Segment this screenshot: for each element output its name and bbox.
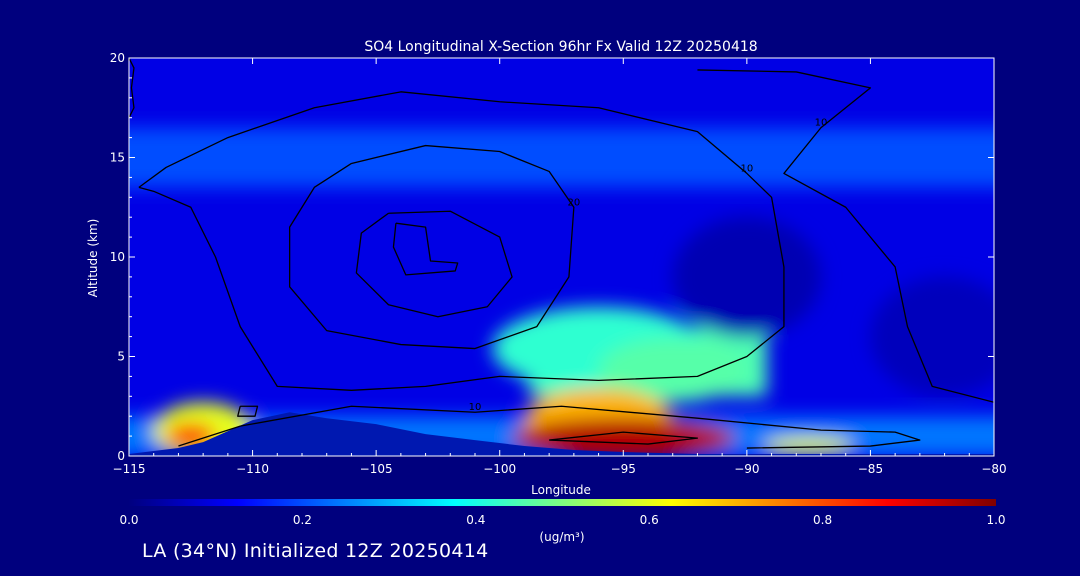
- x-axis-label: Longitude: [531, 483, 591, 497]
- contour-label: 10: [815, 118, 828, 129]
- x-tick-label: −95: [611, 462, 636, 476]
- contour-label: 10: [469, 402, 482, 413]
- plot-area: 10 20 10 10: [129, 58, 994, 456]
- contour-line: [237, 405, 259, 417]
- y-tick-label: 15: [110, 151, 125, 165]
- x-tick-label: −110: [236, 462, 269, 476]
- contour-line: [178, 405, 921, 449]
- terrain-profile: [129, 412, 994, 456]
- colorbar-tick-label: 0.4: [466, 513, 485, 527]
- contour-line: [697, 69, 994, 403]
- colorbar-tick-label: 0.6: [640, 513, 659, 527]
- colorbar-tick-label: 0.8: [813, 513, 832, 527]
- colorbar-ramp: [129, 499, 996, 506]
- terrain: [129, 412, 994, 456]
- concentration-cell: [512, 418, 735, 456]
- x-tick-label: −100: [483, 462, 516, 476]
- contour-lines: 10 20 10 10: [129, 58, 994, 449]
- colorbar-unit-label: (ug/m³): [539, 530, 584, 544]
- concentration-cell: [764, 438, 854, 455]
- y-tick-label: 5: [117, 350, 125, 364]
- colorbar-tick-label: 0.0: [119, 513, 138, 527]
- concentration-field: [129, 127, 994, 456]
- contour-line: [549, 431, 699, 445]
- x-tick-label: −90: [734, 462, 759, 476]
- colorbar: [129, 499, 996, 506]
- concentration-blur-layer: [129, 127, 994, 456]
- concentration-band: [129, 127, 994, 188]
- concentration-cell: [870, 276, 994, 397]
- x-tick-label: −85: [858, 462, 883, 476]
- contour-line: [392, 222, 459, 276]
- contour-line: [129, 58, 135, 118]
- colorbar-ticks: 0.0 0.2 0.4 0.6 0.8 1.0: [119, 513, 1005, 527]
- y-tick-label: 10: [110, 250, 125, 264]
- contour-line: [138, 91, 785, 391]
- x-tick-label: −115: [113, 462, 146, 476]
- contour-label: 10: [740, 163, 753, 174]
- x-tick-label: −105: [360, 462, 393, 476]
- initialization-caption: LA (34°N) Initialized 12Z 20250414: [142, 540, 489, 562]
- concentration-cell: [672, 217, 821, 337]
- colorbar-tick-label: 0.2: [293, 513, 312, 527]
- y-tick-label: 20: [110, 51, 125, 65]
- x-axis-ticks: −115 −110 −105 −100 −95 −90 −85 −80: [113, 58, 1007, 476]
- contour-line: [288, 144, 575, 350]
- y-axis-ticks: 0 5 10 15 20: [110, 51, 994, 463]
- concentration-cell: [598, 338, 747, 403]
- y-tick-label: 0: [117, 449, 125, 463]
- contour-label: 20: [567, 197, 580, 208]
- x-tick-label: −80: [981, 462, 1006, 476]
- colorbar-tick-label: 1.0: [986, 513, 1005, 527]
- y-axis-label: Altitude (km): [86, 219, 100, 298]
- contour-line: [355, 210, 513, 318]
- chart-title: SO4 Longitudinal X-Section 96hr Fx Valid…: [364, 39, 757, 55]
